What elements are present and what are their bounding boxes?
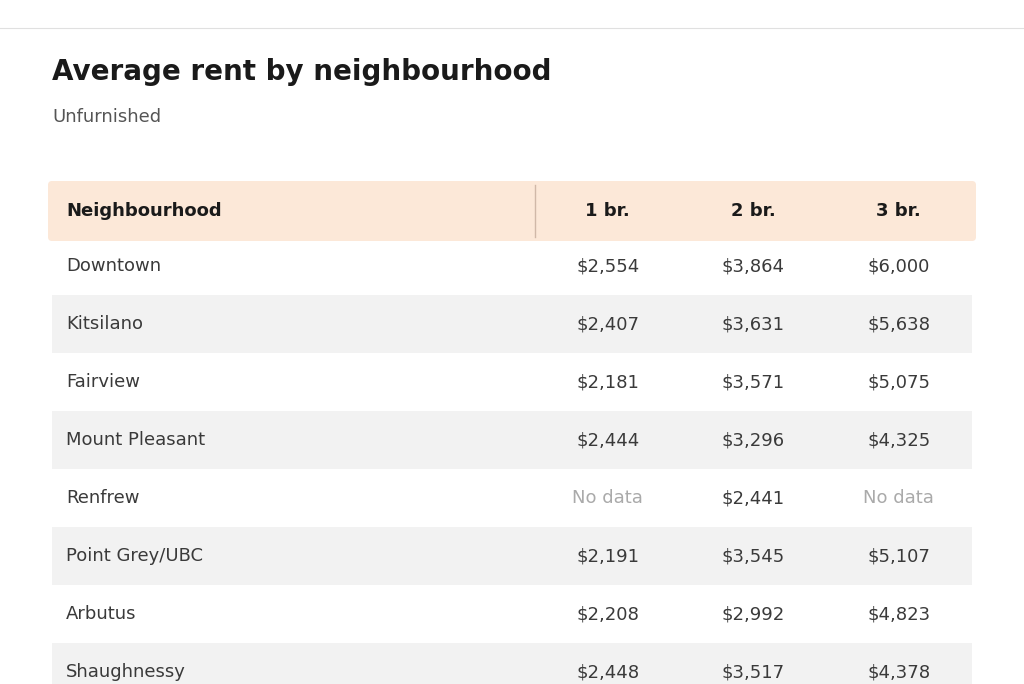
Bar: [52, 295, 972, 353]
Text: $4,378: $4,378: [867, 663, 931, 681]
Bar: [52, 353, 972, 411]
Text: $3,296: $3,296: [722, 431, 784, 449]
Text: No data: No data: [572, 489, 643, 507]
Text: Point Grey/UBC: Point Grey/UBC: [66, 547, 203, 565]
Bar: [52, 469, 972, 527]
Text: $3,517: $3,517: [722, 663, 784, 681]
Text: $3,631: $3,631: [722, 315, 784, 333]
Text: Arbutus: Arbutus: [66, 605, 136, 623]
Text: Average rent by neighbourhood: Average rent by neighbourhood: [52, 58, 552, 86]
Text: $6,000: $6,000: [867, 257, 930, 275]
Text: $3,545: $3,545: [722, 547, 784, 565]
FancyBboxPatch shape: [48, 181, 976, 241]
Text: $2,407: $2,407: [577, 315, 639, 333]
Text: Mount Pleasant: Mount Pleasant: [66, 431, 205, 449]
Text: Neighbourhood: Neighbourhood: [66, 202, 221, 220]
Text: $2,441: $2,441: [722, 489, 784, 507]
Text: 2 br.: 2 br.: [731, 202, 775, 220]
Text: $5,638: $5,638: [867, 315, 931, 333]
Text: 3 br.: 3 br.: [877, 202, 922, 220]
Text: Renfrew: Renfrew: [66, 489, 139, 507]
Text: 1 br.: 1 br.: [586, 202, 630, 220]
Text: Kitsilano: Kitsilano: [66, 315, 143, 333]
Bar: [52, 527, 972, 585]
Text: $2,208: $2,208: [577, 605, 639, 623]
Text: Unfurnished: Unfurnished: [52, 108, 161, 126]
Text: $2,191: $2,191: [577, 547, 639, 565]
Text: $2,448: $2,448: [577, 663, 639, 681]
Bar: [52, 643, 972, 684]
Text: $3,571: $3,571: [722, 373, 784, 391]
Text: $4,325: $4,325: [867, 431, 931, 449]
Text: $5,075: $5,075: [867, 373, 931, 391]
Bar: [52, 237, 972, 295]
Bar: [52, 411, 972, 469]
Text: $2,181: $2,181: [577, 373, 639, 391]
Text: $4,823: $4,823: [867, 605, 931, 623]
Bar: [52, 585, 972, 643]
Text: $2,992: $2,992: [722, 605, 784, 623]
Text: No data: No data: [863, 489, 934, 507]
Text: Fairview: Fairview: [66, 373, 140, 391]
Text: Downtown: Downtown: [66, 257, 161, 275]
Text: $3,864: $3,864: [722, 257, 784, 275]
Text: Shaughnessy: Shaughnessy: [66, 663, 186, 681]
Text: $2,554: $2,554: [577, 257, 639, 275]
Text: $2,444: $2,444: [577, 431, 639, 449]
Text: $5,107: $5,107: [867, 547, 930, 565]
